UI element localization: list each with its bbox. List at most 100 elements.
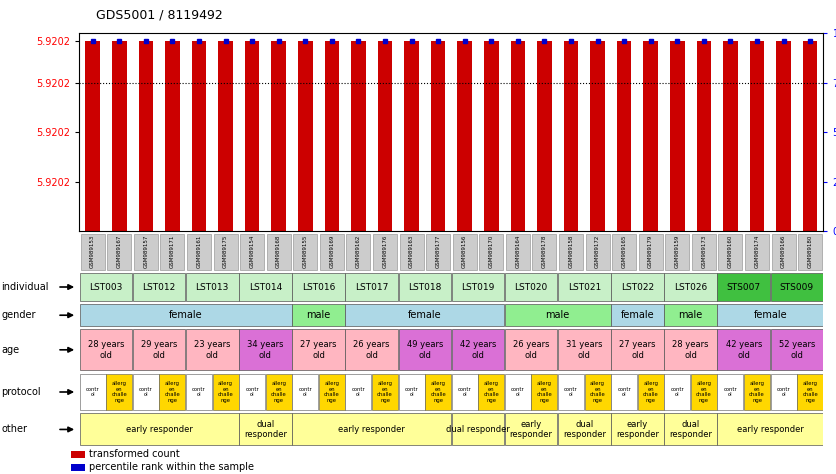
Text: contr
ol: contr ol bbox=[511, 387, 525, 397]
Text: allerg
en
challe
nge: allerg en challe nge bbox=[803, 381, 818, 403]
Text: contr
ol: contr ol bbox=[777, 387, 791, 397]
Bar bbox=[717, 413, 823, 446]
Bar bbox=[451, 374, 477, 410]
Text: age: age bbox=[2, 345, 20, 355]
Text: contr
ol: contr ol bbox=[192, 387, 206, 397]
Bar bbox=[186, 329, 238, 370]
Bar bbox=[166, 41, 180, 231]
Text: dual
responder: dual responder bbox=[563, 420, 606, 439]
Bar bbox=[267, 234, 291, 270]
Bar bbox=[239, 413, 292, 446]
Bar bbox=[345, 273, 398, 301]
Bar bbox=[431, 41, 446, 231]
Bar bbox=[558, 374, 584, 410]
Bar bbox=[293, 304, 345, 326]
Bar bbox=[451, 273, 504, 301]
Bar bbox=[717, 374, 743, 410]
Text: LST012: LST012 bbox=[142, 283, 176, 292]
Text: allerg
en
challe
nge: allerg en challe nge bbox=[271, 381, 287, 403]
Text: GSM989165: GSM989165 bbox=[622, 235, 627, 268]
Text: allerg
en
challe
nge: allerg en challe nge bbox=[431, 381, 446, 403]
Bar bbox=[134, 234, 158, 270]
Bar bbox=[611, 329, 664, 370]
Text: allerg
en
challe
nge: allerg en challe nge bbox=[696, 381, 711, 403]
Text: GSM989158: GSM989158 bbox=[568, 235, 573, 268]
Bar bbox=[665, 273, 717, 301]
Bar bbox=[293, 234, 317, 270]
Text: GSM989175: GSM989175 bbox=[223, 235, 228, 268]
Text: contr
ol: contr ol bbox=[298, 387, 312, 397]
Bar bbox=[345, 329, 398, 370]
Bar bbox=[505, 329, 558, 370]
Text: allerg
en
challe
nge: allerg en challe nge bbox=[643, 381, 659, 403]
Text: male: male bbox=[307, 310, 331, 320]
Bar bbox=[584, 374, 610, 410]
Bar bbox=[665, 304, 717, 326]
Bar bbox=[85, 41, 100, 231]
Bar bbox=[563, 41, 579, 231]
Text: male: male bbox=[546, 310, 570, 320]
Bar bbox=[590, 41, 605, 231]
Bar bbox=[71, 450, 84, 458]
Bar bbox=[478, 374, 504, 410]
Bar bbox=[538, 41, 552, 231]
Text: GSM989163: GSM989163 bbox=[409, 235, 414, 268]
Bar bbox=[457, 41, 472, 231]
Text: allerg
en
challe
nge: allerg en challe nge bbox=[165, 381, 181, 403]
Bar bbox=[670, 41, 685, 231]
Bar bbox=[239, 273, 292, 301]
Bar bbox=[79, 304, 292, 326]
Bar bbox=[133, 273, 186, 301]
Bar bbox=[665, 234, 689, 270]
Text: transformed count: transformed count bbox=[89, 449, 180, 459]
Bar bbox=[426, 234, 450, 270]
Bar bbox=[611, 374, 637, 410]
Text: contr
ol: contr ol bbox=[139, 387, 153, 397]
Text: male: male bbox=[679, 310, 703, 320]
Text: LST021: LST021 bbox=[568, 283, 601, 292]
Bar bbox=[803, 41, 818, 231]
Text: GSM989159: GSM989159 bbox=[675, 235, 680, 268]
Text: LST020: LST020 bbox=[514, 283, 548, 292]
Bar bbox=[345, 374, 371, 410]
Bar bbox=[187, 234, 211, 270]
Text: early responder: early responder bbox=[125, 425, 192, 434]
Bar bbox=[319, 374, 345, 410]
Text: GSM989178: GSM989178 bbox=[542, 235, 547, 268]
Bar bbox=[771, 273, 823, 301]
Text: gender: gender bbox=[2, 310, 36, 320]
Bar bbox=[533, 234, 557, 270]
Text: GSM989170: GSM989170 bbox=[489, 235, 494, 268]
Bar bbox=[324, 41, 339, 231]
Bar bbox=[79, 374, 105, 410]
Text: GSM989176: GSM989176 bbox=[383, 235, 388, 268]
Bar bbox=[586, 234, 609, 270]
Text: STS007: STS007 bbox=[726, 283, 761, 292]
Bar bbox=[106, 374, 132, 410]
Bar bbox=[665, 413, 717, 446]
Text: GSM989156: GSM989156 bbox=[462, 235, 467, 268]
Text: LST022: LST022 bbox=[621, 283, 654, 292]
Text: 31 years
old: 31 years old bbox=[566, 340, 603, 359]
Bar bbox=[505, 413, 558, 446]
Bar bbox=[505, 273, 558, 301]
Bar bbox=[133, 329, 186, 370]
Bar bbox=[611, 413, 664, 446]
Text: percentile rank within the sample: percentile rank within the sample bbox=[89, 463, 254, 473]
Text: 26 years
old: 26 years old bbox=[354, 340, 390, 359]
Bar bbox=[399, 329, 451, 370]
Text: LST018: LST018 bbox=[408, 283, 441, 292]
Text: GSM989166: GSM989166 bbox=[781, 235, 786, 268]
Text: allerg
en
challe
nge: allerg en challe nge bbox=[483, 381, 499, 403]
Bar bbox=[505, 374, 531, 410]
Bar bbox=[511, 41, 525, 231]
Bar bbox=[320, 234, 344, 270]
Text: GSM989153: GSM989153 bbox=[90, 235, 95, 268]
Bar bbox=[272, 41, 286, 231]
Bar bbox=[186, 273, 238, 301]
Text: 23 years
old: 23 years old bbox=[194, 340, 231, 359]
Bar bbox=[245, 41, 259, 231]
Text: GSM989155: GSM989155 bbox=[303, 235, 308, 268]
Text: GDS5001 / 8119492: GDS5001 / 8119492 bbox=[96, 9, 223, 21]
Bar bbox=[133, 374, 159, 410]
